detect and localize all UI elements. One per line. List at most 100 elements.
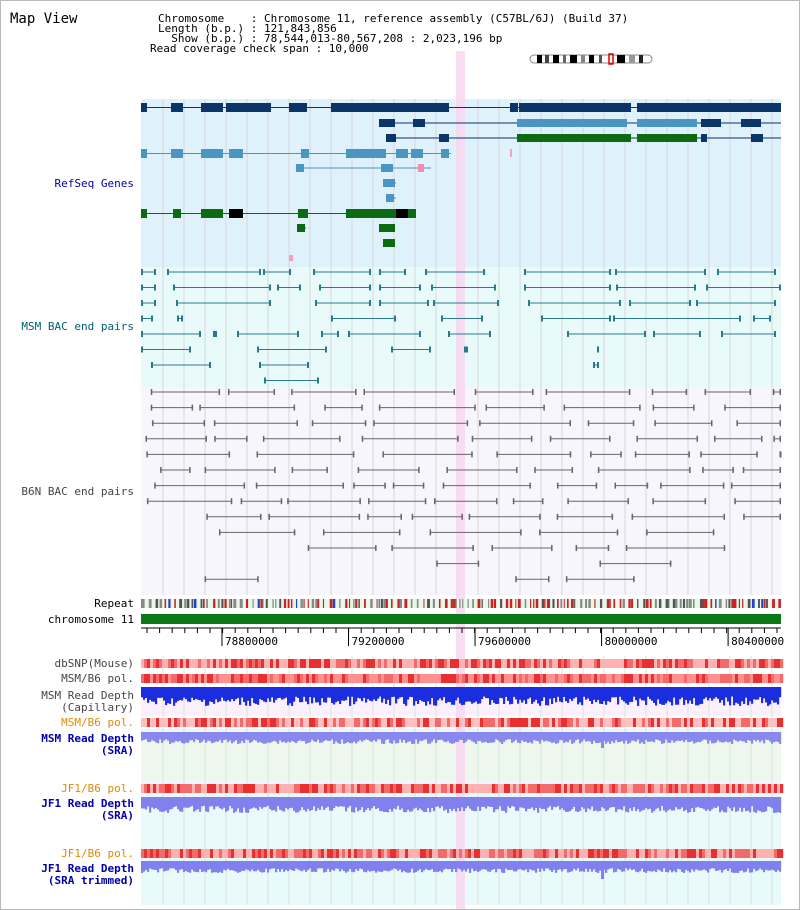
polymorphism-cell [546, 849, 550, 858]
bac-end [466, 346, 468, 353]
polymorphism-cell [165, 784, 169, 793]
depth-bar [231, 861, 234, 871]
polymorphism-cell [198, 849, 202, 858]
polymorphism-cell [654, 674, 658, 683]
polymorphism-cell [666, 784, 670, 793]
depth-bar [177, 797, 180, 810]
polymorphism-cell [519, 784, 523, 793]
bac-end [545, 389, 548, 395]
polymorphism-cell [555, 674, 559, 683]
depth-bar [679, 797, 682, 810]
depth-bar [341, 732, 344, 740]
depth-bar [163, 797, 166, 812]
bac-end [739, 315, 741, 322]
bac-end [466, 420, 469, 427]
depth-bar [183, 687, 186, 698]
polymorphism-cell [339, 718, 343, 727]
depth-bar [421, 687, 424, 702]
depth-bar [621, 861, 624, 872]
bac-end [205, 435, 208, 442]
depth-bar [653, 687, 656, 703]
polymorphism-cell [465, 674, 469, 683]
polymorphism-cell [726, 784, 730, 793]
polymorphism-cell [654, 718, 658, 727]
depth-bar [729, 861, 732, 869]
bac-end [293, 404, 296, 411]
depth-bar [731, 687, 734, 697]
polymorphism-cell [654, 659, 658, 668]
polymorphism-cell [399, 674, 403, 683]
depth-bar [725, 861, 728, 869]
depth-bar [415, 687, 418, 702]
bac-end [628, 389, 631, 395]
polymorphism-cell [723, 784, 727, 793]
depth-bar [737, 687, 740, 704]
polymorphism-cell [291, 784, 295, 793]
bac-end [369, 269, 371, 275]
polymorphism-cell [738, 659, 742, 668]
depth-bar [277, 732, 280, 744]
depth-bar [221, 732, 224, 743]
polymorphism-cell [750, 784, 754, 793]
polymorphism-cell [198, 674, 202, 683]
polymorphism-cell [762, 674, 766, 683]
depth-bar [323, 732, 326, 742]
polymorphism-cell [687, 659, 691, 668]
depth-bar [717, 732, 720, 741]
depth-bar [267, 732, 270, 743]
depth-bar [551, 861, 554, 872]
polymorphism-cell [663, 659, 667, 668]
depth-bar [723, 797, 726, 813]
bac-end [593, 362, 595, 368]
chromosome-label: chromosome 11 [47, 613, 134, 626]
depth-bar [445, 732, 448, 743]
polymorphism-cell [207, 659, 211, 668]
depth-bar [181, 732, 184, 744]
depth-bar [609, 797, 612, 808]
repeat-element [654, 599, 657, 608]
chromosome-ideogram[interactable] [529, 53, 655, 65]
depth-bar [171, 861, 174, 869]
depth-bar [671, 687, 674, 706]
depth-bar [333, 732, 336, 744]
polymorphism-cell [405, 674, 409, 683]
polymorphism-cell [165, 849, 169, 858]
depth-bar [309, 797, 312, 811]
polymorphism-cell [246, 784, 250, 793]
polymorphism-cell [585, 674, 589, 683]
bac-end [541, 498, 544, 505]
polymorphism-cell [192, 674, 196, 683]
bac-end [199, 404, 201, 411]
depth-bar [489, 732, 492, 743]
depth-bar [559, 732, 562, 741]
repeat-element [742, 599, 744, 608]
bac-end [141, 346, 143, 353]
polymorphism-cell [696, 718, 700, 727]
depth-bar [507, 687, 510, 701]
polymorphism-cell [756, 674, 760, 683]
polymorphism-cell [384, 718, 388, 727]
repeat-element [228, 599, 231, 608]
depth-bar [419, 732, 422, 741]
polymorphism-cell [474, 784, 478, 793]
polymorphism-cell [417, 784, 421, 793]
depth-bar [431, 687, 434, 699]
depth-bar [159, 687, 162, 699]
polymorphism-cell [465, 718, 469, 727]
bac-end [150, 404, 153, 411]
polymorphism-cell [660, 659, 664, 668]
depth-bar [739, 687, 742, 706]
polymorphism-cell [600, 849, 604, 858]
repeat-element [462, 599, 464, 608]
depth-bar [757, 687, 760, 700]
polymorphism-cell [585, 718, 589, 727]
polymorphism-cell [597, 849, 601, 858]
polymorphism-cell [411, 674, 415, 683]
bac-end [419, 331, 421, 337]
polymorphism-cell [195, 718, 199, 727]
polymorphism-cell [426, 849, 430, 858]
depth-bar [613, 732, 616, 744]
depth-bar [449, 687, 452, 703]
polymorphism-cell [186, 674, 190, 683]
